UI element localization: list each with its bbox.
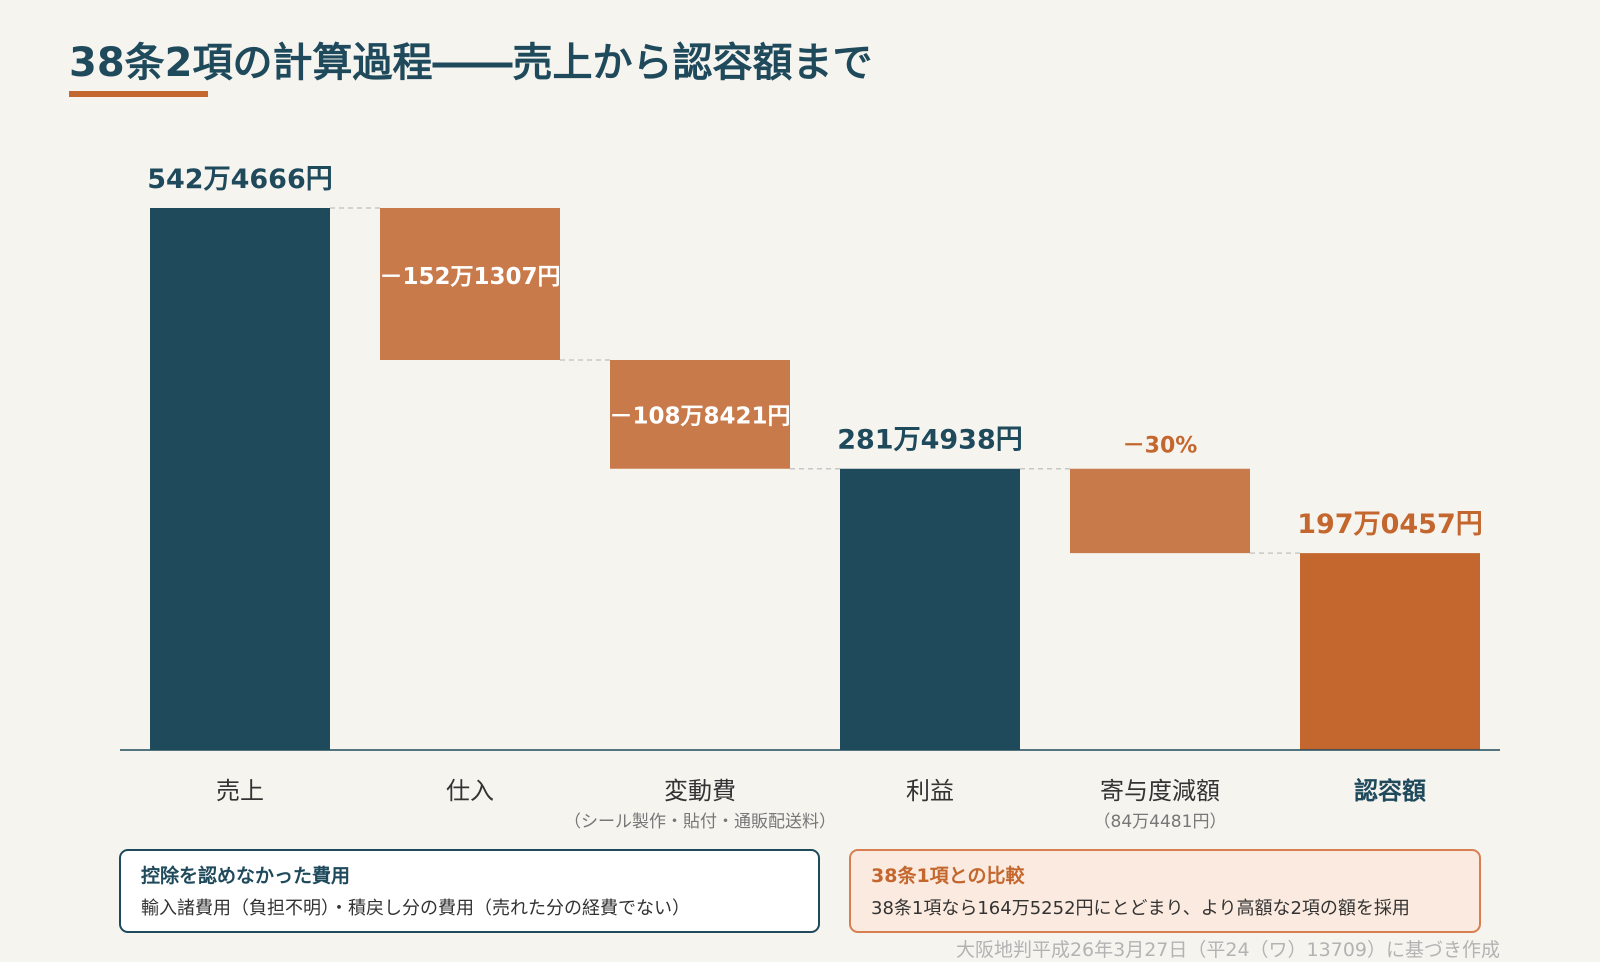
- category-label: 認容額: [1354, 777, 1426, 805]
- bar-3: [610, 359, 790, 469]
- category-label: 仕入: [446, 777, 494, 805]
- bar-4: [840, 468, 1020, 750]
- category-label: 利益: [906, 777, 954, 805]
- data-label: 197万0457円: [1297, 509, 1483, 540]
- excluded-costs-box: 控除を認めなかった費用 輸入諸費用（負担不明）・積戻し分の費用（売れた分の経費で…: [119, 849, 820, 933]
- bar-1: [150, 208, 330, 750]
- page-title: 38条2項の計算過程――売上から認容額まで: [69, 40, 873, 86]
- category-label: 変動費: [664, 777, 736, 805]
- title-underline: [69, 91, 208, 97]
- bar-5: [1070, 468, 1250, 554]
- category-label: 売上: [216, 777, 264, 805]
- category-note: （シール製作・貼付・通販配送料）: [564, 812, 836, 830]
- data-label: 281万4938円: [837, 425, 1023, 456]
- comparison-text: 38条1項なら164万5252円にとどまり、より高額な2項の額を採用: [871, 898, 1410, 919]
- category-note: （84万4481円）: [1094, 812, 1227, 830]
- data-label: 542万4666円: [147, 164, 333, 195]
- bar-2: [380, 208, 560, 360]
- data-label: －30%: [1123, 434, 1198, 459]
- comparison-title: 38条1項との比較: [871, 865, 1025, 887]
- comparison-box: 38条1項との比較 38条1項なら164万5252円にとどまり、より高額な2項の…: [849, 849, 1481, 933]
- source-note: 大阪地判平成26年3月27日（平24（ワ）13709）に基づき作成: [955, 939, 1500, 961]
- category-label: 寄与度減額: [1100, 777, 1220, 805]
- excluded-costs-title: 控除を認めなかった費用: [141, 865, 351, 887]
- data-label: －152万1307円: [379, 264, 560, 290]
- data-label: －108万8421円: [609, 403, 790, 429]
- excluded-costs-text: 輸入諸費用（負担不明）・積戻し分の費用（売れた分の経費でない）: [141, 898, 690, 919]
- bar-6: [1300, 553, 1480, 750]
